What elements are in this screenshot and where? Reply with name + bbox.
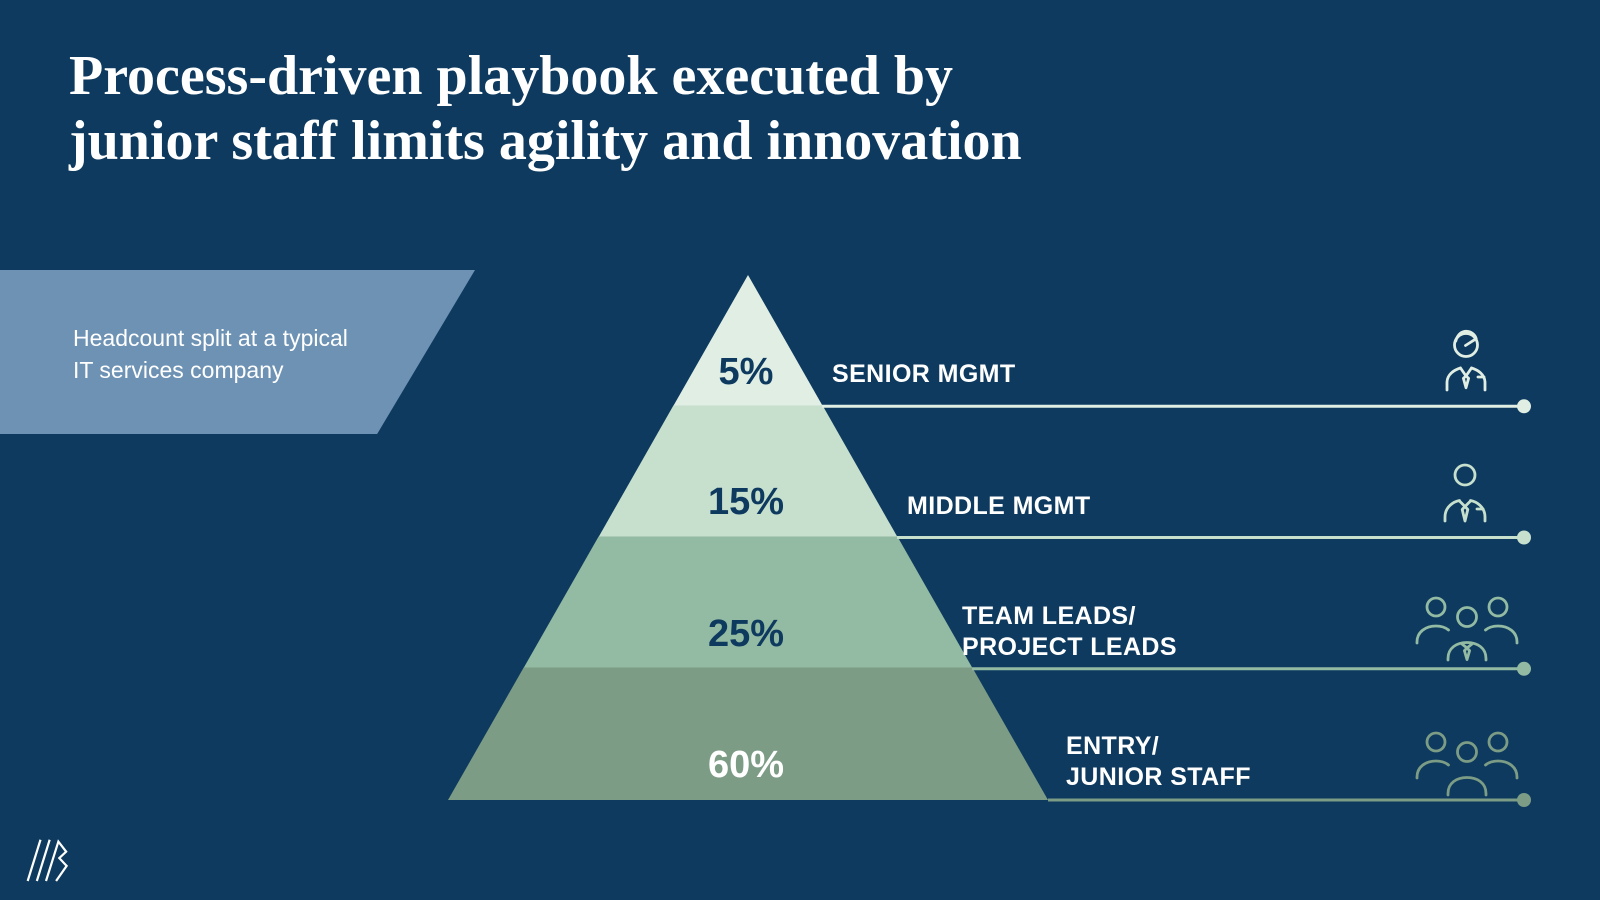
pyramid-tier-middle bbox=[598, 405, 898, 538]
callout-text-line-1: Headcount split at a typical bbox=[73, 325, 348, 351]
pyramid-chart bbox=[448, 275, 1048, 800]
junior-staff-group-icon bbox=[1415, 731, 1519, 797]
page-title: Process-driven playbook executed by juni… bbox=[69, 44, 1269, 174]
rule-dot-middle bbox=[1517, 530, 1531, 545]
rule-dot-team-leads bbox=[1517, 661, 1531, 676]
callout-banner: Headcount split at a typical IT services… bbox=[0, 270, 475, 434]
level-label-team-leads: TEAM LEADS/ PROJECT LEADS bbox=[962, 602, 1177, 661]
team-leads-group-icon bbox=[1415, 596, 1519, 662]
level-label-middle: MIDDLE MGMT bbox=[907, 492, 1091, 520]
level-label-senior: SENIOR MGMT bbox=[832, 360, 1016, 388]
middle-manager-icon bbox=[1443, 463, 1487, 523]
callout-text-line-2: IT services company bbox=[73, 357, 284, 383]
senior-manager-icon bbox=[1445, 329, 1487, 392]
page-title-line-2: junior staff limits agility and innovati… bbox=[69, 110, 1022, 172]
callout-text: Headcount split at a typical IT services… bbox=[73, 322, 348, 386]
page-title-line-1: Process-driven playbook executed by bbox=[69, 45, 954, 107]
pyramid-tier-team-leads bbox=[523, 536, 973, 669]
company-logo bbox=[26, 839, 68, 882]
pyramid-tier-junior bbox=[448, 667, 1048, 800]
rule-dot-senior bbox=[1517, 399, 1531, 414]
level-label-junior: ENTRY/ JUNIOR STAFF bbox=[1066, 732, 1251, 791]
pyramid-tier-senior bbox=[673, 275, 823, 407]
